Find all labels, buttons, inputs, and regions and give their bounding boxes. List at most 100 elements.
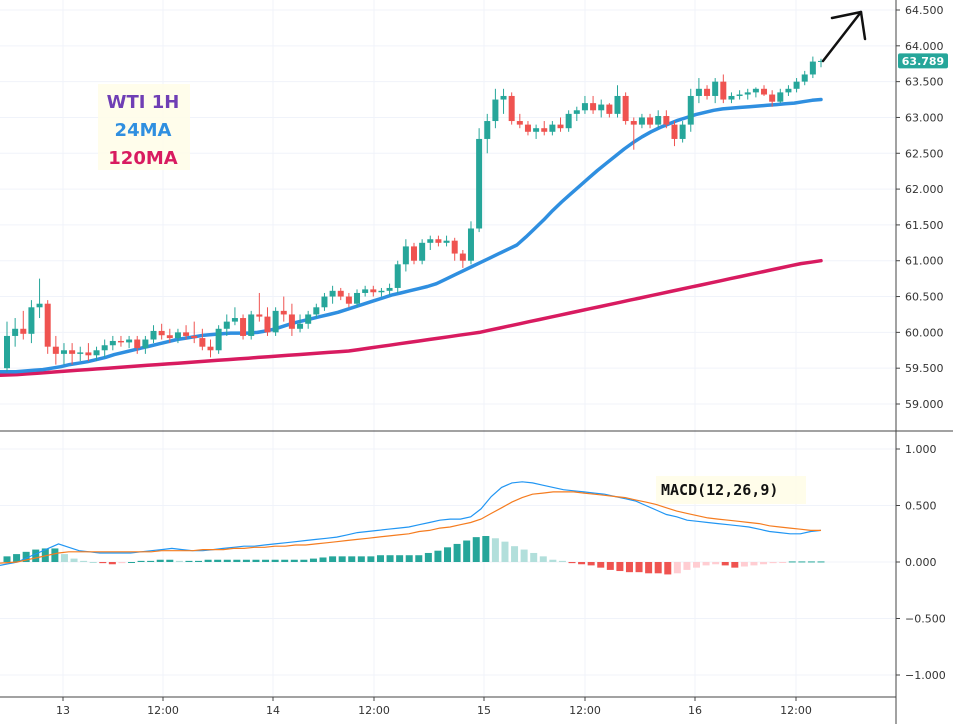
candle-body bbox=[386, 287, 393, 291]
candle bbox=[386, 283, 393, 296]
candle bbox=[785, 85, 792, 96]
candle-body bbox=[109, 340, 116, 346]
macd-histogram-bar bbox=[127, 562, 135, 563]
macd-histogram-bar bbox=[760, 562, 768, 565]
candle bbox=[590, 95, 597, 114]
macd-histogram-bar bbox=[147, 560, 155, 562]
candle-body bbox=[630, 121, 637, 125]
macd-histogram-bar bbox=[22, 551, 30, 562]
ma120-layer bbox=[0, 258, 823, 378]
candle bbox=[695, 78, 702, 104]
macd-histogram-bar bbox=[242, 559, 250, 562]
candle-body bbox=[297, 323, 304, 329]
candle bbox=[158, 323, 165, 340]
macd-histogram-bar bbox=[453, 543, 461, 562]
candle bbox=[264, 307, 271, 336]
candle-body bbox=[655, 116, 662, 125]
candle-body bbox=[761, 88, 768, 95]
candle bbox=[451, 237, 458, 261]
signal-line bbox=[0, 491, 821, 564]
candle bbox=[394, 260, 401, 293]
candle bbox=[109, 335, 116, 351]
time-axis-label: 16 bbox=[688, 704, 702, 717]
candle-body bbox=[411, 246, 417, 261]
macd-histogram-bar bbox=[750, 562, 758, 566]
candle-body bbox=[394, 264, 401, 288]
macd-histogram-bar bbox=[530, 552, 538, 562]
candle bbox=[541, 121, 548, 136]
legend-title: WTI 1H bbox=[107, 92, 180, 113]
macd-histogram-bar bbox=[740, 562, 748, 567]
candle-body bbox=[777, 92, 784, 102]
candle bbox=[728, 92, 735, 104]
candle bbox=[166, 328, 173, 344]
macd-histogram-bar bbox=[329, 556, 337, 562]
candle-body bbox=[231, 318, 238, 322]
candle bbox=[77, 346, 84, 362]
candle-body bbox=[85, 352, 92, 356]
candle-body bbox=[606, 104, 613, 114]
macd-histogram-bar bbox=[721, 562, 729, 566]
candle-body bbox=[264, 316, 271, 333]
macd-histogram-bar bbox=[539, 556, 547, 562]
candle-body bbox=[191, 335, 198, 339]
candle bbox=[411, 242, 417, 265]
macd-histogram-bar bbox=[108, 562, 116, 565]
macd-histogram-bar bbox=[482, 536, 490, 562]
candle-body bbox=[720, 81, 727, 100]
macd-histogram-bar bbox=[645, 562, 653, 574]
candle bbox=[777, 88, 784, 104]
candle-body bbox=[736, 94, 743, 96]
macd-histogram-bar bbox=[357, 556, 365, 562]
macd-histogram-bar bbox=[175, 560, 183, 562]
macd-histogram-bar bbox=[348, 556, 356, 562]
macd-histogram-bar bbox=[99, 562, 107, 564]
candle-body bbox=[158, 330, 165, 336]
candle bbox=[704, 85, 711, 100]
candle-body bbox=[752, 88, 759, 93]
candle bbox=[174, 328, 181, 344]
candle-body bbox=[573, 110, 580, 114]
macd-histogram-bar bbox=[118, 562, 126, 564]
candle-body bbox=[337, 290, 344, 297]
candle-body bbox=[345, 296, 352, 304]
arrow-up-right-icon bbox=[821, 10, 867, 63]
candle-body bbox=[199, 338, 206, 347]
candle-body bbox=[769, 94, 776, 102]
candle bbox=[199, 328, 206, 351]
candle bbox=[223, 314, 230, 336]
macd-histogram-bar bbox=[204, 559, 212, 562]
candle bbox=[557, 117, 564, 132]
candle-body bbox=[712, 81, 719, 96]
candle-body bbox=[679, 124, 686, 139]
candle bbox=[671, 121, 678, 147]
macd-axis-label: 1.000 bbox=[905, 443, 937, 456]
candle bbox=[215, 325, 222, 354]
macd-histogram-bar bbox=[166, 559, 174, 562]
candle-body bbox=[321, 296, 328, 308]
macd-histogram-bar bbox=[520, 549, 528, 562]
candle bbox=[337, 287, 344, 301]
candle bbox=[248, 310, 255, 340]
candle bbox=[524, 121, 531, 136]
candle-body bbox=[785, 88, 792, 93]
candle-body bbox=[117, 340, 124, 343]
candle-body bbox=[590, 103, 597, 111]
macd-axis-label: 0.500 bbox=[905, 500, 937, 513]
candle-body bbox=[549, 124, 556, 132]
macd-axis-label: 0.000 bbox=[905, 556, 937, 569]
macd-histogram-bar bbox=[712, 562, 720, 565]
candle-body bbox=[150, 330, 157, 340]
candle bbox=[793, 78, 800, 93]
candle-body bbox=[809, 61, 816, 75]
candle-body bbox=[28, 307, 35, 334]
candle-body bbox=[638, 117, 645, 125]
macd-histogram-bar bbox=[319, 557, 327, 562]
macd-histogram-bar bbox=[185, 560, 193, 562]
candle-body bbox=[280, 310, 287, 315]
macd-histogram-bar bbox=[491, 538, 499, 562]
price-axis-label: 59.000 bbox=[905, 398, 944, 411]
time-axis-label: 15 bbox=[477, 704, 491, 717]
ma120-line bbox=[0, 258, 823, 378]
macd-label: MACD(12,26,9) bbox=[661, 481, 778, 499]
